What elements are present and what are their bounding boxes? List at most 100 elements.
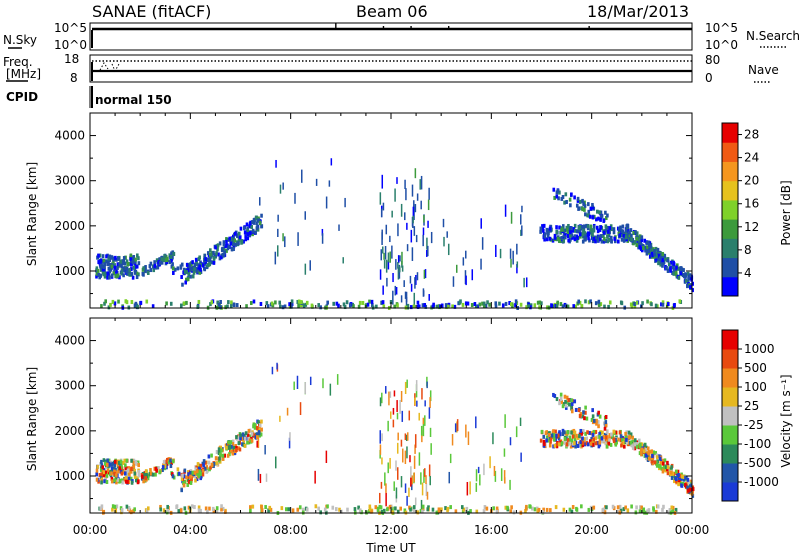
rti-cell bbox=[544, 431, 548, 436]
rti-cell bbox=[611, 435, 614, 440]
rti-cell bbox=[557, 442, 561, 447]
rti-cell bbox=[217, 447, 221, 452]
rti-cell bbox=[170, 460, 173, 465]
rti-cell bbox=[539, 229, 542, 234]
rti-cell bbox=[429, 475, 431, 486]
x-tick-label: 00:00 bbox=[73, 523, 108, 537]
rti-cell bbox=[153, 260, 156, 265]
rti-cell bbox=[251, 232, 254, 237]
rti-cell bbox=[179, 264, 183, 269]
rti-cell bbox=[626, 508, 630, 513]
rti-cell bbox=[594, 239, 597, 244]
rti-cell bbox=[145, 508, 149, 513]
rti-cell bbox=[414, 397, 416, 406]
rti-cell bbox=[643, 443, 647, 448]
rti-cell bbox=[110, 273, 114, 278]
rti-cell bbox=[672, 261, 676, 266]
rti-cell bbox=[102, 258, 106, 263]
rti-cell bbox=[411, 475, 413, 485]
rti-cell bbox=[642, 507, 646, 512]
rti-cell bbox=[565, 395, 569, 400]
rti-cell bbox=[633, 302, 637, 307]
rti-cell bbox=[573, 430, 577, 435]
rti-cell bbox=[114, 274, 118, 279]
rti-cell bbox=[572, 304, 576, 309]
rti-cell bbox=[124, 299, 128, 304]
rti-cell bbox=[129, 510, 133, 515]
rti-cell bbox=[598, 227, 602, 232]
rti-cell bbox=[523, 277, 525, 288]
rti-cell bbox=[575, 433, 578, 438]
rti-cell bbox=[120, 268, 124, 273]
rti-cell bbox=[603, 426, 607, 431]
rti-cell bbox=[645, 445, 648, 450]
rti-cell bbox=[447, 243, 450, 256]
rti-cell bbox=[247, 428, 251, 433]
rti-cell bbox=[102, 472, 106, 477]
rti-cell bbox=[673, 479, 676, 484]
rti-cell bbox=[155, 258, 159, 263]
rti-cell bbox=[389, 251, 391, 263]
rti-cell bbox=[413, 226, 416, 236]
rti-cell bbox=[661, 302, 665, 307]
rti-cell bbox=[654, 451, 658, 456]
rti-cell bbox=[586, 226, 590, 231]
rti-cell bbox=[602, 435, 606, 440]
rti-cell bbox=[630, 237, 633, 242]
rti-cell bbox=[608, 226, 612, 231]
rti-cell bbox=[323, 507, 327, 512]
rti-cell bbox=[222, 246, 226, 251]
colorbar-swatch bbox=[722, 482, 738, 502]
rti-cell bbox=[404, 433, 407, 441]
rti-cell bbox=[183, 506, 187, 511]
rti-cell bbox=[317, 303, 321, 308]
rti-cell bbox=[198, 264, 202, 269]
rti-cell bbox=[628, 232, 632, 237]
rti-cell bbox=[568, 197, 572, 202]
nsearch-tick-top: 10^5 bbox=[705, 21, 738, 35]
rti-cell bbox=[582, 429, 585, 434]
rti-cell bbox=[345, 300, 349, 305]
colorbar-swatch bbox=[722, 123, 738, 143]
rti-cell bbox=[662, 504, 665, 509]
rti-cell bbox=[209, 465, 212, 470]
rti-cell bbox=[116, 265, 119, 270]
rti-cell bbox=[489, 456, 491, 469]
rti-cell bbox=[175, 504, 179, 509]
rti-cell bbox=[189, 262, 193, 267]
rti-cell bbox=[440, 507, 443, 512]
rti-cell bbox=[182, 474, 186, 479]
rti-cell bbox=[106, 262, 110, 267]
rti-cell bbox=[95, 266, 99, 271]
rti-cell bbox=[185, 277, 188, 282]
rti-cell bbox=[192, 270, 196, 275]
rti-cell bbox=[173, 267, 177, 272]
rti-cell bbox=[404, 381, 407, 394]
rti-cell bbox=[218, 256, 222, 261]
rti-cell bbox=[165, 510, 169, 515]
rti-cell bbox=[381, 392, 383, 404]
rti-cell bbox=[125, 476, 128, 481]
colorbar-tick-label: 28 bbox=[744, 128, 759, 142]
colorbar-swatch bbox=[722, 349, 738, 369]
rti-cell bbox=[430, 305, 433, 310]
rti-cell bbox=[635, 442, 639, 447]
rti-cell bbox=[592, 429, 596, 434]
rti-cell bbox=[291, 508, 295, 513]
rti-cell bbox=[121, 468, 125, 473]
rti-cell bbox=[567, 238, 570, 243]
rti-cell bbox=[643, 445, 646, 450]
x-tick-label: 20:00 bbox=[574, 523, 609, 537]
rti-cell bbox=[128, 468, 131, 473]
rti-cell bbox=[621, 437, 624, 442]
rti-cell bbox=[639, 304, 643, 309]
rti-cell bbox=[644, 448, 648, 453]
rti-cell bbox=[644, 453, 648, 458]
rti-cell bbox=[453, 304, 457, 309]
rti-cell bbox=[492, 432, 494, 445]
rti-cell bbox=[659, 259, 663, 264]
rti-cell bbox=[110, 255, 114, 260]
rti-cell bbox=[169, 464, 173, 469]
rti-cell bbox=[204, 506, 208, 511]
rti-cell bbox=[406, 446, 408, 459]
